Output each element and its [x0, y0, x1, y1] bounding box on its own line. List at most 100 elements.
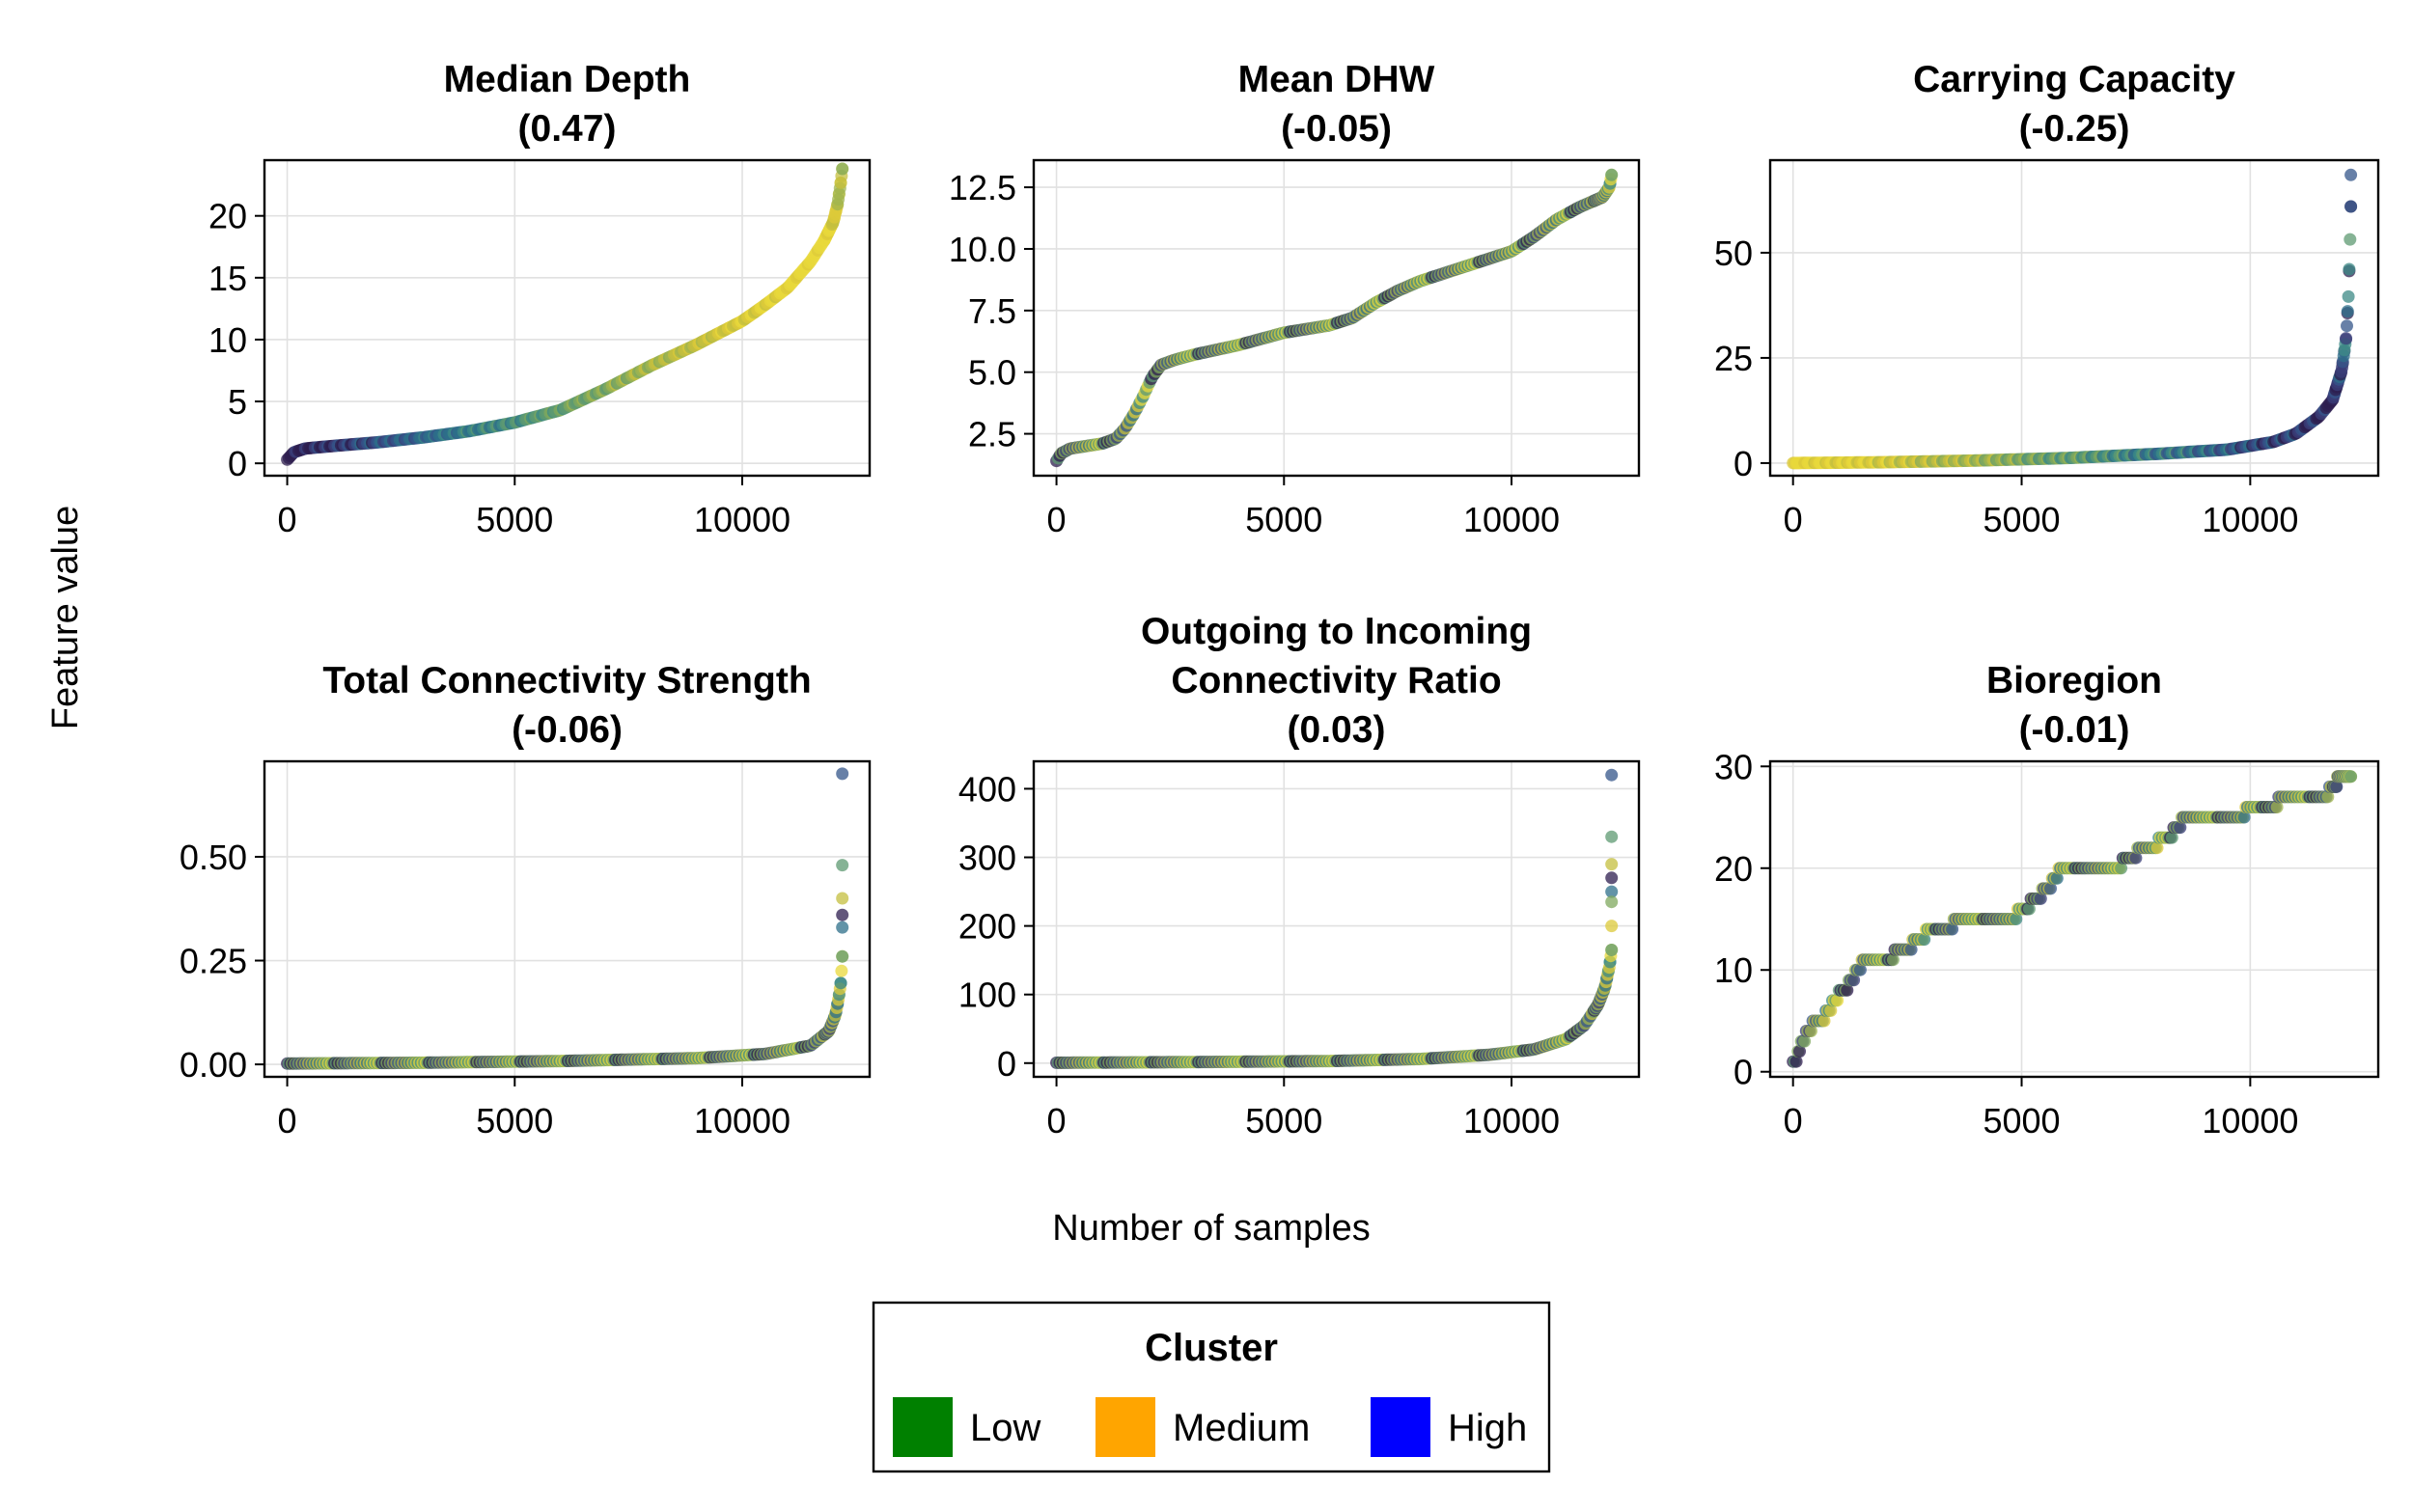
x-tick-label: 5000 — [1245, 500, 1322, 539]
x-tick-label: 5000 — [1983, 500, 2060, 539]
x-tick-label: 10000 — [2202, 500, 2298, 539]
data-point — [1605, 168, 1619, 181]
panel-6: Bioregion (-0.01) 0 5000 10000 0 10 20 30 — [1714, 660, 2380, 1141]
data-point — [2270, 801, 2284, 813]
panel-title-line: Total Connectivity Strength — [322, 660, 811, 701]
outlier-point — [836, 767, 849, 781]
data-points — [1050, 768, 1619, 1069]
legend-label: High — [1448, 1407, 1527, 1449]
data-point — [1605, 944, 1619, 956]
panel-title-line: (-0.05) — [1281, 108, 1392, 150]
x-tick-label: 5000 — [476, 500, 553, 539]
outlier-point — [836, 859, 849, 872]
data-point — [834, 976, 847, 990]
data-point — [2341, 319, 2353, 333]
panel-title-line: (-0.06) — [512, 709, 623, 751]
data-point — [1793, 1045, 1806, 1058]
panel-title-line: Bioregion — [1986, 660, 2162, 701]
panel-title-line: Connectivity Ratio — [1171, 660, 1501, 701]
data-point — [2165, 831, 2178, 844]
legend-swatch — [893, 1397, 953, 1457]
y-tick-label: 0 — [1733, 444, 1753, 483]
data-point — [2237, 811, 2251, 824]
x-tick-label: 0 — [278, 500, 297, 539]
y-tick-label: 25 — [1714, 339, 1753, 378]
legend-box — [872, 1301, 1551, 1473]
y-tick-label: 300 — [958, 838, 1016, 878]
panel-title-line: (-0.01) — [2019, 709, 2130, 751]
data-point — [1841, 983, 1854, 997]
legend: Cluster Low Medium High — [872, 1301, 1551, 1473]
data-point — [1804, 1025, 1817, 1037]
data-point — [1904, 943, 1918, 956]
x-axis-label: Number of samples — [1052, 1208, 1370, 1249]
outlier-point — [2344, 168, 2358, 181]
data-point — [1886, 953, 1900, 967]
legend-item-low: Low — [893, 1397, 1040, 1457]
data-point — [2022, 902, 2036, 916]
outlier-point — [1605, 920, 1619, 933]
y-tick-label: 5 — [228, 382, 247, 422]
legend-items: Low Medium High — [893, 1397, 1527, 1457]
data-point — [2344, 770, 2358, 783]
data-point — [1817, 1014, 1831, 1028]
axes-frame — [263, 158, 872, 478]
data-point — [2174, 821, 2187, 835]
y-axis-label: Feature value — [45, 506, 86, 729]
panel-title-line: (-0.25) — [2019, 108, 2130, 150]
data-point — [1847, 974, 1861, 987]
legend-item-medium: Medium — [1096, 1397, 1310, 1457]
x-tick-label: 5000 — [1245, 1101, 1322, 1141]
data-points — [281, 162, 849, 466]
panel-4: Total Connectivity Strength (-0.06) 0 5000 1… — [180, 660, 872, 1141]
data-point — [2115, 862, 2128, 875]
data-point — [1824, 1003, 1838, 1017]
legend-label: Low — [970, 1407, 1040, 1449]
data-point — [1918, 933, 1931, 947]
panel-title-line: Mean DHW — [1238, 59, 1435, 100]
x-tick-label: 0 — [278, 1101, 297, 1141]
data-point — [836, 949, 849, 963]
data-point — [2044, 882, 2057, 895]
panel-2: Mean DHW (-0.05) 0 5000 10000 2.5 5.0 7.5 10.0 12… — [949, 59, 1641, 539]
panel-title-line: Carrying Capacity — [1913, 59, 2235, 100]
y-tick-label: 0.50 — [180, 838, 247, 877]
data-point — [2010, 913, 2023, 925]
y-tick-label: 12.5 — [949, 168, 1016, 207]
axes-frame — [1768, 158, 2380, 478]
panel-title-line: Outgoing to Incoming — [1141, 611, 1532, 652]
x-tick-label: 0 — [1784, 500, 1803, 539]
x-tick-label: 0 — [1047, 1101, 1067, 1141]
legend-label: Medium — [1173, 1407, 1310, 1449]
y-tick-label: 10 — [208, 320, 247, 360]
data-point — [2343, 262, 2356, 276]
data-point — [2341, 305, 2354, 318]
y-tick-label: 20 — [1714, 849, 1753, 889]
y-tick-label: 0 — [228, 444, 247, 483]
data-point — [1798, 1034, 1812, 1048]
panel-title-line: (0.47) — [518, 108, 617, 150]
y-tick-label: 20 — [208, 197, 247, 236]
y-tick-label: 100 — [958, 976, 1016, 1015]
y-tick-label: 15 — [208, 259, 247, 298]
data-point — [2321, 790, 2335, 804]
legend-swatch — [1096, 1397, 1155, 1457]
axes-frame — [1768, 759, 2380, 1079]
x-tick-label: 10000 — [1463, 500, 1560, 539]
legend-item-high: High — [1371, 1397, 1527, 1457]
y-tick-label: 10 — [1714, 950, 1753, 990]
data-point — [2034, 892, 2047, 905]
data-points — [1050, 168, 1619, 468]
y-tick-label: 30 — [1714, 747, 1753, 786]
data-points — [281, 767, 849, 1070]
y-tick-label: 10.0 — [949, 230, 1016, 269]
outlier-point — [1605, 830, 1619, 843]
outlier-point — [1605, 871, 1619, 885]
y-tick-label: 7.5 — [968, 291, 1016, 331]
axes-frame — [1032, 759, 1641, 1079]
axes-frame — [263, 759, 872, 1079]
x-tick-label: 5000 — [476, 1101, 553, 1141]
panel-title-line: (0.03) — [1288, 709, 1386, 751]
